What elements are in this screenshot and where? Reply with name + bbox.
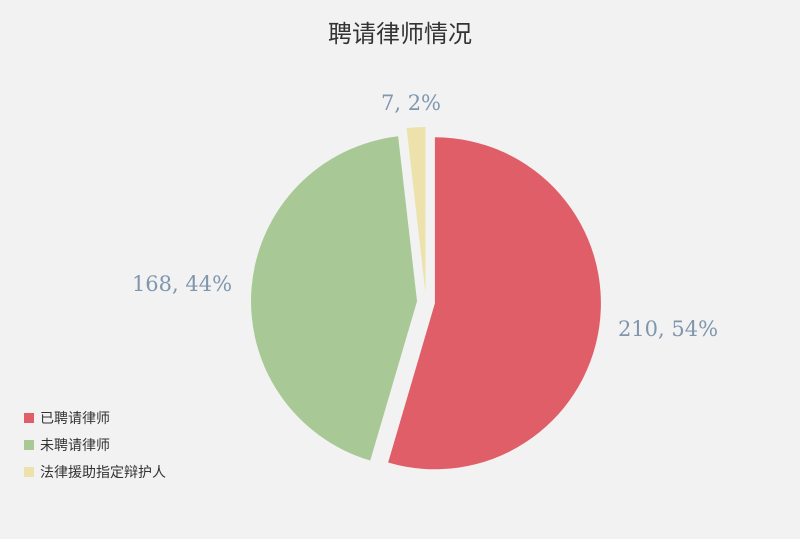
legend-swatch-legal-aid bbox=[24, 466, 34, 477]
pie-slice-legal-aid bbox=[406, 127, 426, 294]
pie-slice-hired bbox=[388, 137, 601, 470]
pie-slices bbox=[251, 127, 601, 470]
chart-title: 聘请律师情况 bbox=[328, 20, 472, 48]
legend-swatch-not-hired bbox=[24, 439, 34, 450]
pie-data-labels: 210, 54% 168, 44% 7, 2% bbox=[132, 91, 718, 341]
data-label-hired: 210, 54% bbox=[618, 317, 718, 341]
data-label-not-hired: 168, 44% bbox=[132, 272, 232, 296]
legend-label-not-hired: 未聘请律师 bbox=[40, 437, 110, 454]
legend-item-not-hired: 未聘请律师 bbox=[24, 431, 166, 458]
data-label-legal-aid: 7, 2% bbox=[381, 91, 441, 115]
chart-legend: 已聘请律师 未聘请律师 法律援助指定辩护人 bbox=[24, 404, 166, 485]
legend-item-hired: 已聘请律师 bbox=[24, 404, 166, 431]
legend-swatch-hired bbox=[24, 412, 34, 423]
legend-label-legal-aid: 法律援助指定辩护人 bbox=[40, 464, 166, 481]
pie-slice-not-hired bbox=[251, 136, 418, 461]
legend-item-legal-aid: 法律援助指定辩护人 bbox=[24, 458, 166, 485]
legend-label-hired: 已聘请律师 bbox=[40, 410, 110, 427]
